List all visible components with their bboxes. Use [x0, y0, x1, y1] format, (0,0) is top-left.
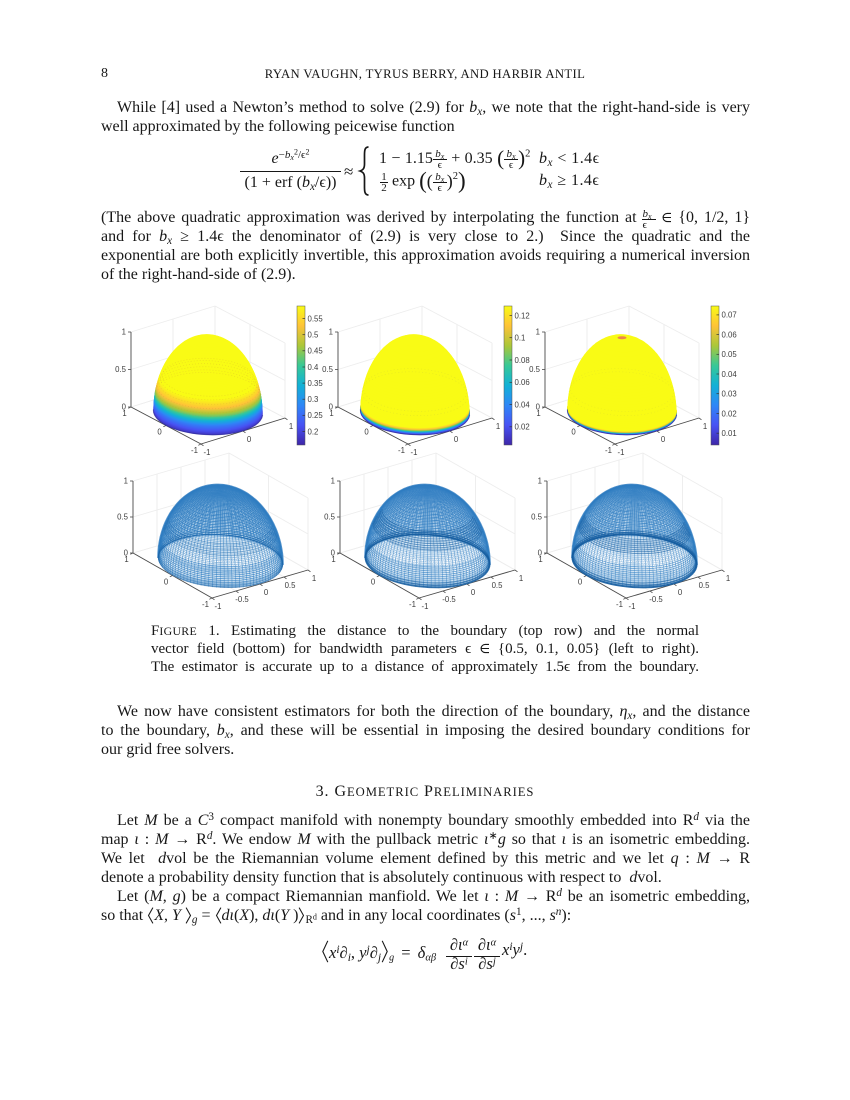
- svg-text:-1: -1: [422, 602, 429, 611]
- svg-text:0: 0: [536, 403, 541, 412]
- svg-text:0.04: 0.04: [722, 370, 738, 379]
- svg-text:1: 1: [329, 328, 333, 337]
- svg-text:-1: -1: [398, 446, 405, 455]
- svg-text:0.3: 0.3: [308, 395, 319, 404]
- svg-text:0.5: 0.5: [324, 513, 336, 522]
- svg-text:0.5: 0.5: [529, 365, 541, 374]
- svg-text:0.5: 0.5: [115, 365, 127, 374]
- svg-text:-0.5: -0.5: [649, 595, 663, 604]
- svg-text:-1: -1: [215, 602, 222, 611]
- svg-text:1: 1: [538, 555, 542, 564]
- svg-text:1: 1: [124, 555, 128, 564]
- svg-text:0: 0: [471, 588, 476, 597]
- svg-text:0: 0: [571, 428, 576, 437]
- svg-text:1: 1: [329, 409, 333, 418]
- svg-text:1: 1: [496, 422, 500, 431]
- svg-text:1: 1: [538, 477, 542, 486]
- svg-text:0.55: 0.55: [308, 314, 324, 323]
- svg-text:1: 1: [289, 422, 293, 431]
- svg-text:0.25: 0.25: [308, 411, 324, 420]
- svg-text:0.5: 0.5: [492, 581, 504, 590]
- svg-text:1: 1: [122, 328, 126, 337]
- svg-text:-1: -1: [411, 448, 418, 457]
- svg-text:-1: -1: [629, 602, 636, 611]
- svg-text:0: 0: [122, 403, 127, 412]
- svg-text:0: 0: [164, 578, 169, 587]
- svg-text:1: 1: [703, 422, 707, 431]
- svg-text:0: 0: [678, 588, 683, 597]
- svg-text:0.5: 0.5: [531, 513, 543, 522]
- svg-text:0.02: 0.02: [722, 409, 737, 418]
- svg-text:0.2: 0.2: [308, 427, 319, 436]
- svg-text:-0.5: -0.5: [235, 595, 249, 604]
- svg-text:0: 0: [331, 549, 336, 558]
- svg-text:1: 1: [124, 477, 128, 486]
- svg-text:0.5: 0.5: [308, 331, 320, 340]
- svg-text:1: 1: [312, 574, 316, 583]
- svg-text:0.03: 0.03: [722, 390, 737, 399]
- svg-text:1: 1: [536, 328, 540, 337]
- svg-text:0.5: 0.5: [117, 513, 129, 522]
- svg-text:0: 0: [264, 588, 269, 597]
- svg-text:1: 1: [536, 409, 540, 418]
- svg-text:0: 0: [661, 435, 666, 444]
- svg-text:0: 0: [454, 435, 459, 444]
- svg-text:0.5: 0.5: [699, 581, 711, 590]
- svg-text:0.05: 0.05: [722, 350, 738, 359]
- svg-text:1: 1: [122, 409, 126, 418]
- svg-text:0: 0: [157, 428, 162, 437]
- svg-text:0: 0: [247, 435, 252, 444]
- svg-text:-1: -1: [191, 446, 198, 455]
- svg-text:-1: -1: [616, 600, 623, 609]
- svg-text:0: 0: [364, 428, 369, 437]
- svg-text:0.5: 0.5: [322, 365, 334, 374]
- svg-text:0: 0: [329, 403, 334, 412]
- svg-text:0.07: 0.07: [722, 311, 737, 320]
- svg-text:0.35: 0.35: [308, 379, 324, 388]
- svg-text:-0.5: -0.5: [442, 595, 456, 604]
- svg-text:0.06: 0.06: [515, 378, 530, 387]
- svg-text:1: 1: [331, 477, 335, 486]
- svg-text:0.06: 0.06: [722, 330, 737, 339]
- svg-text:0.04: 0.04: [515, 400, 531, 409]
- svg-text:-1: -1: [618, 448, 625, 457]
- svg-text:0: 0: [538, 549, 543, 558]
- svg-text:0.4: 0.4: [308, 363, 320, 372]
- svg-text:0: 0: [578, 578, 583, 587]
- svg-text:1: 1: [726, 574, 730, 583]
- svg-text:0: 0: [371, 578, 376, 587]
- svg-text:0.1: 0.1: [515, 334, 526, 343]
- svg-text:1: 1: [331, 555, 335, 564]
- svg-text:1: 1: [519, 574, 523, 583]
- svg-text:-1: -1: [605, 446, 612, 455]
- svg-text:0.5: 0.5: [285, 581, 297, 590]
- svg-text:0.12: 0.12: [515, 311, 530, 320]
- svg-text:0: 0: [124, 549, 129, 558]
- svg-text:0.08: 0.08: [515, 356, 530, 365]
- svg-text:0.02: 0.02: [515, 423, 530, 432]
- svg-text:-1: -1: [204, 448, 211, 457]
- svg-text:0.45: 0.45: [308, 347, 324, 356]
- svg-text:0.01: 0.01: [722, 429, 737, 438]
- svg-text:-1: -1: [202, 600, 209, 609]
- svg-text:-1: -1: [409, 600, 416, 609]
